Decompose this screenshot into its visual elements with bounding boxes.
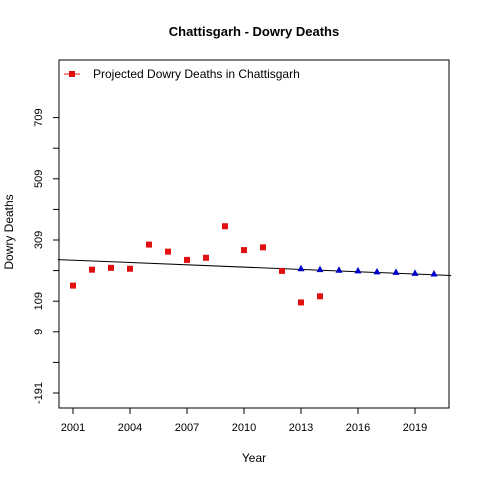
y-tick-label: 709 (33, 108, 45, 126)
y-axis-label: Dowry Deaths (2, 194, 16, 269)
observed-point (184, 256, 190, 263)
chart-title: Chattisgarh - Dowry Deaths (169, 24, 339, 39)
projected-point (335, 266, 343, 273)
x-tick-label: 2019 (403, 422, 427, 434)
y-tick-label: 509 (33, 170, 45, 188)
trend-line (57, 259, 452, 276)
projected-point (316, 265, 324, 273)
observed-point (298, 299, 304, 306)
observed-point (127, 265, 133, 272)
observed-point (108, 264, 114, 271)
observed-point (260, 244, 266, 251)
observed-point (203, 254, 209, 261)
observed-point (317, 293, 323, 300)
observed-point (222, 223, 228, 230)
projected-point (373, 267, 381, 275)
x-axis-label: Year (242, 451, 266, 465)
y-tick-label: 309 (33, 231, 45, 249)
observed-point (241, 247, 247, 254)
legend-label: Projected Dowry Deaths in Chattisgarh (93, 67, 300, 81)
x-tick-label: 2004 (118, 422, 142, 434)
projected-point (430, 269, 438, 277)
observed-point (279, 267, 285, 274)
observed-point (70, 282, 76, 289)
observed-point (89, 266, 95, 273)
axis-layer: 2001 2004 2007 2010 2013 2016 2019 -191 9 109 309 5… (33, 108, 427, 434)
projected-point (354, 266, 362, 274)
y-tick-label: 109 (33, 292, 45, 310)
observed-point (165, 248, 171, 255)
y-tick-label: -191 (33, 382, 45, 404)
y-tick-label: 9 (33, 329, 45, 335)
projected-point (297, 264, 305, 272)
projected-point (411, 269, 419, 276)
plot-frame (58, 59, 450, 409)
trend-layer (57, 259, 452, 276)
x-tick-label: 2007 (175, 422, 199, 434)
legend: Projected Dowry Deaths in Chattisgarh (64, 67, 300, 81)
x-tick-label: 2013 (289, 422, 313, 434)
legend-marker (69, 71, 75, 77)
x-tick-label: 2016 (346, 422, 370, 434)
x-tick-label: 2010 (232, 422, 256, 434)
projected-point (392, 268, 400, 275)
observed-point (146, 241, 152, 248)
x-tick-label: 2001 (61, 422, 85, 434)
marks-layer (70, 223, 438, 306)
